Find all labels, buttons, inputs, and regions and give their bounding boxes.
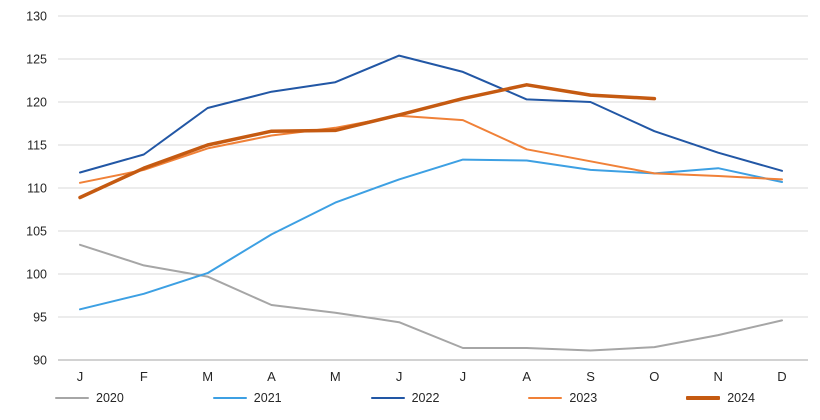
y-axis-label: 105 (26, 225, 47, 239)
x-axis-label: S (586, 369, 595, 384)
legend-label-2023: 2023 (569, 391, 598, 405)
series-line-2022 (79, 54, 783, 174)
x-axis-label: F (140, 369, 148, 384)
x-axis-label: J (460, 369, 467, 384)
legend-item-2022: 2022 (370, 391, 440, 405)
chart-legend: 2020 2021 2022 2023 2024 (55, 385, 755, 411)
series-line-2020 (79, 243, 783, 352)
y-axis-label: 110 (27, 182, 47, 196)
series-line-2023 (79, 114, 783, 184)
y-axis-label: 130 (26, 10, 47, 24)
y-axis-label: 125 (26, 53, 47, 67)
legend-item-2023: 2023 (528, 391, 597, 405)
x-axis-label: O (649, 369, 659, 384)
legend-swatch-2022 (370, 397, 405, 399)
x-axis-label: J (77, 369, 84, 384)
x-axis-label: M (202, 369, 213, 384)
y-axis-label: 120 (26, 96, 47, 110)
x-axis-label: M (330, 369, 341, 384)
legend-item-2020: 2020 (55, 391, 124, 405)
y-axis-label: 90 (33, 354, 47, 368)
x-axis-label: D (777, 369, 786, 384)
legend-item-2021: 2021 (212, 391, 282, 405)
legend-swatch-2021 (212, 397, 247, 399)
y-axis-label: 95 (33, 311, 47, 325)
y-axis-label: 115 (27, 139, 47, 153)
legend-swatch-2020 (55, 397, 89, 399)
legend-swatch-2023 (528, 397, 563, 399)
legend-label-2021: 2021 (253, 391, 282, 405)
legend-label-2020: 2020 (96, 391, 124, 405)
x-axis-label: A (267, 369, 276, 384)
x-axis-label: J (396, 369, 403, 384)
legend-label-2024: 2024 (727, 391, 755, 405)
series-line-2024 (78, 83, 657, 200)
legend-label-2022: 2022 (411, 391, 440, 405)
x-axis-label: N (713, 369, 722, 384)
legend-swatch-2024 (686, 396, 721, 400)
x-axis-label: A (522, 369, 531, 384)
legend-item-2024: 2024 (686, 391, 755, 405)
series-line-2021 (79, 158, 783, 311)
y-axis-label: 100 (26, 268, 47, 282)
